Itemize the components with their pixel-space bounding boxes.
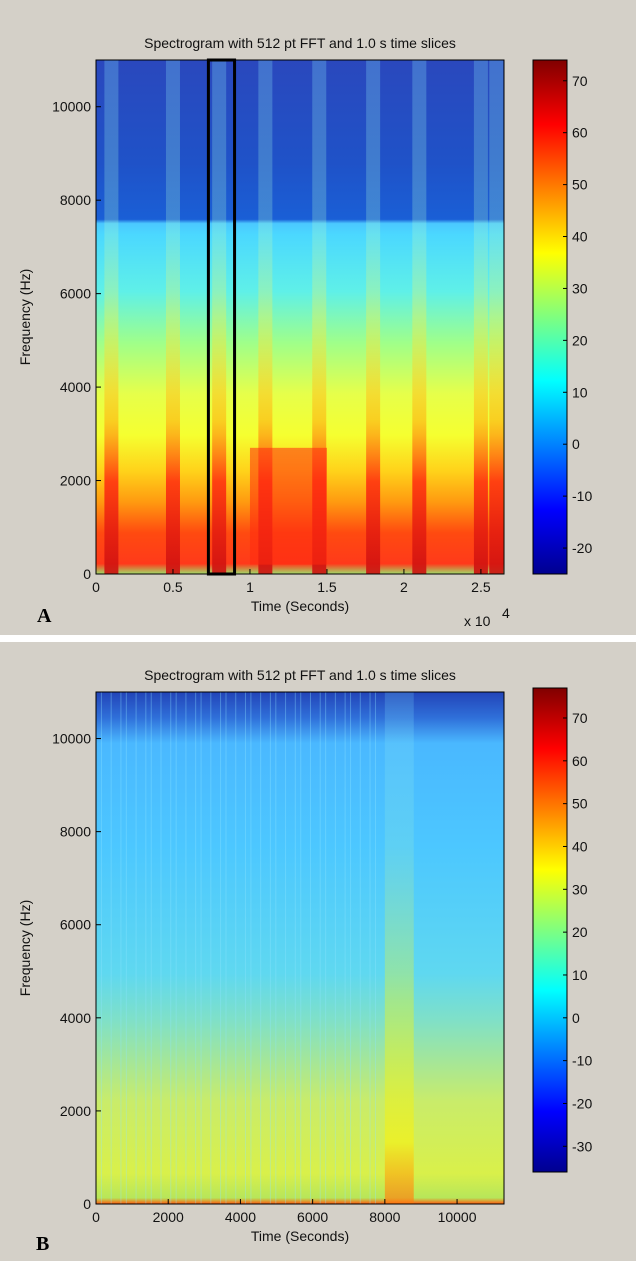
x-axis-label: Time (Seconds) bbox=[251, 598, 349, 614]
x-tick-label: 2000 bbox=[153, 1209, 184, 1225]
spectrogram-event-streak bbox=[473, 60, 488, 574]
colorbar-tick-label: 30 bbox=[572, 881, 588, 897]
x-tick-label: 0.5 bbox=[163, 579, 183, 595]
spectrogram-field bbox=[96, 692, 504, 1204]
colorbar-tick-label: -30 bbox=[572, 1138, 592, 1154]
colorbar-tick-label: 10 bbox=[572, 384, 588, 400]
x-tick-label: 6000 bbox=[297, 1209, 328, 1225]
spectrogram-event-streak bbox=[384, 692, 414, 1204]
broadband-block bbox=[249, 447, 327, 565]
y-tick-label: 4000 bbox=[60, 1010, 91, 1026]
colorbar-tick-label: -10 bbox=[572, 1053, 592, 1069]
colorbar-tick-label: 40 bbox=[572, 229, 588, 245]
y-tick-label: 0 bbox=[83, 1196, 91, 1212]
y-axis-label: Frequency (Hz) bbox=[17, 269, 33, 365]
spectrogram-event-streak bbox=[165, 60, 180, 574]
colorbar-tick-label: 30 bbox=[572, 280, 588, 296]
x-multiplier-label: x 10 bbox=[464, 613, 491, 629]
x-tick-label: 0 bbox=[92, 1209, 100, 1225]
x-axis-label: Time (Seconds) bbox=[251, 1228, 349, 1244]
spectrogram-event-streak bbox=[104, 60, 119, 574]
spectrogram-events bbox=[104, 60, 504, 574]
x-tick-label: 2.5 bbox=[471, 579, 491, 595]
colorbar-tick-label: 0 bbox=[572, 436, 580, 452]
colorbar-tick-label: 50 bbox=[572, 177, 588, 193]
x-tick-label: 1 bbox=[246, 579, 254, 595]
spectrogram-a-svg: Spectrogram with 512 pt FFT and 1.0 s ti… bbox=[17, 35, 592, 629]
spectrogram-panel-a: Spectrogram with 512 pt FFT and 1.0 s ti… bbox=[17, 35, 593, 629]
spectrogram-event-streak bbox=[212, 60, 227, 574]
x-tick-label: 8000 bbox=[369, 1209, 400, 1225]
colorbar-tick-label: -20 bbox=[572, 1095, 592, 1111]
spectrogram-panel-b: Spectrogram with 512 pt FFT and 1.0 s ti… bbox=[0, 642, 636, 1261]
x-multiplier-exponent: 4 bbox=[502, 605, 510, 621]
panel-label: B bbox=[36, 1233, 49, 1255]
plot-frame bbox=[95, 59, 505, 575]
colorbar-tick-label: 60 bbox=[572, 753, 588, 769]
y-tick-label: 6000 bbox=[60, 917, 91, 933]
x-tick-label: 1.5 bbox=[317, 579, 337, 595]
y-axis-label: Frequency (Hz) bbox=[17, 900, 33, 996]
colorbar-tick-label: -10 bbox=[572, 488, 592, 504]
panel-divider bbox=[0, 635, 636, 642]
colorbar-tick-label: 20 bbox=[572, 924, 588, 940]
colorbar-tick-label: 60 bbox=[572, 125, 588, 141]
colorbar-tick-label: 10 bbox=[572, 967, 588, 983]
spectrogram-event-streak bbox=[312, 60, 327, 574]
y-tick-label: 6000 bbox=[60, 286, 91, 302]
x-tick-label: 10000 bbox=[438, 1209, 477, 1225]
colorbar-tick-label: 70 bbox=[572, 710, 588, 726]
y-tick-label: 2000 bbox=[60, 1103, 91, 1119]
spectrogram-events bbox=[100, 692, 414, 1204]
spectrogram-b-svg: Spectrogram with 512 pt FFT and 1.0 s ti… bbox=[17, 667, 592, 1255]
y-tick-label: 10000 bbox=[52, 731, 91, 747]
y-tick-label: 8000 bbox=[60, 192, 91, 208]
colorbar-tick-label: 40 bbox=[572, 838, 588, 854]
y-tick-label: 8000 bbox=[60, 824, 91, 840]
chart-title: Spectrogram with 512 pt FFT and 1.0 s ti… bbox=[144, 667, 456, 683]
x-tick-label: 2 bbox=[400, 579, 408, 595]
y-tick-label: 4000 bbox=[60, 379, 91, 395]
colorbar-tick-label: 70 bbox=[572, 73, 588, 89]
spectrogram-event-streak bbox=[366, 60, 381, 574]
panel-label: A bbox=[37, 605, 52, 627]
colorbar bbox=[532, 59, 568, 575]
chart-title: Spectrogram with 512 pt FFT and 1.0 s ti… bbox=[144, 35, 456, 51]
y-tick-label: 2000 bbox=[60, 473, 91, 489]
spectrogram-event-streak bbox=[489, 60, 504, 574]
highlight-box bbox=[206, 58, 237, 576]
x-tick-label: 0 bbox=[92, 579, 100, 595]
colorbar-tick-label: -20 bbox=[572, 540, 592, 556]
y-tick-label: 10000 bbox=[52, 99, 91, 115]
x-tick-label: 4000 bbox=[225, 1209, 256, 1225]
colorbar-tick-label: 20 bbox=[572, 332, 588, 348]
spectrogram-event-streak bbox=[412, 60, 427, 574]
colorbar bbox=[532, 687, 568, 1173]
spectrogram-event-streak bbox=[258, 60, 273, 574]
y-tick-label: 0 bbox=[83, 566, 91, 582]
colorbar-tick-label: 0 bbox=[572, 1010, 580, 1026]
plot-frame bbox=[95, 691, 505, 1205]
colorbar-tick-label: 50 bbox=[572, 796, 588, 812]
